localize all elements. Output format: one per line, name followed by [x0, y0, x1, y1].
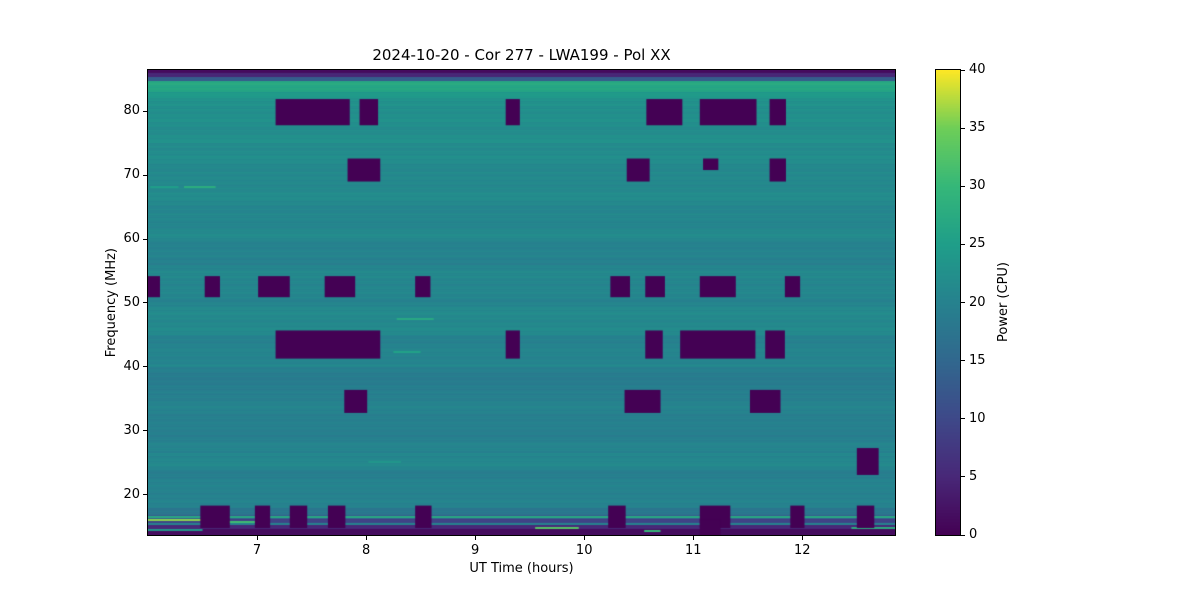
colorbar-tick-mark [961, 360, 965, 362]
colorbar-tick-label: 20 [969, 294, 986, 310]
x-tick-label: 12 [794, 543, 811, 558]
colorbar-tick-label: 10 [969, 410, 986, 426]
colorbar-tick-mark [961, 243, 965, 245]
x-tick-mark [583, 536, 585, 540]
colorbar-tick-label: 5 [969, 468, 978, 484]
x-tick-label: 7 [252, 543, 262, 558]
x-axis-label: UT Time (hours) [469, 561, 574, 576]
y-tick-label: 60 [123, 231, 140, 247]
colorbar-tick-mark [961, 69, 965, 71]
x-tick-label: 11 [684, 543, 702, 558]
y-tick-mark [143, 366, 147, 368]
y-tick-mark [143, 302, 147, 304]
x-tick-label: 9 [471, 543, 480, 558]
y-tick-mark [143, 430, 147, 432]
colorbar-tick-label: 0 [969, 527, 978, 542]
x-tick-mark [801, 536, 803, 540]
x-tick-mark [692, 536, 694, 540]
y-tick-label: 30 [123, 422, 140, 438]
colorbar [935, 69, 961, 536]
colorbar-tick-label: 35 [969, 120, 986, 136]
colorbar-tick-label: 40 [969, 62, 986, 77]
colorbar-tick-mark [961, 185, 965, 187]
y-tick-mark [143, 174, 147, 176]
y-tick-label: 20 [123, 486, 140, 502]
chart-title: 2024-10-20 - Cor 277 - LWA199 - Pol XX [372, 46, 671, 64]
y-tick-label: 50 [123, 294, 140, 310]
colorbar-tick-label: 25 [969, 236, 986, 252]
colorbar-tick-mark [961, 302, 965, 303]
x-tick-mark [256, 536, 258, 540]
colorbar-tick-label: 15 [969, 352, 986, 368]
colorbar-tick-mark [961, 418, 965, 420]
colorbar-tick-label: 30 [969, 178, 986, 194]
y-tick-mark [143, 238, 147, 240]
y-tick-label: 70 [123, 167, 140, 183]
spectrogram-heatmap [147, 69, 896, 536]
x-tick-label: 10 [575, 543, 593, 558]
y-tick-label: 80 [123, 103, 140, 119]
x-tick-mark [365, 536, 367, 540]
y-tick-label: 40 [123, 358, 140, 374]
colorbar-tick-mark [961, 534, 965, 536]
colorbar-tick-mark [961, 476, 965, 478]
y-tick-mark [143, 110, 147, 112]
colorbar-tick-mark [961, 127, 965, 129]
x-tick-label: 8 [361, 543, 371, 558]
x-tick-mark [474, 536, 476, 540]
y-tick-mark [143, 494, 147, 496]
